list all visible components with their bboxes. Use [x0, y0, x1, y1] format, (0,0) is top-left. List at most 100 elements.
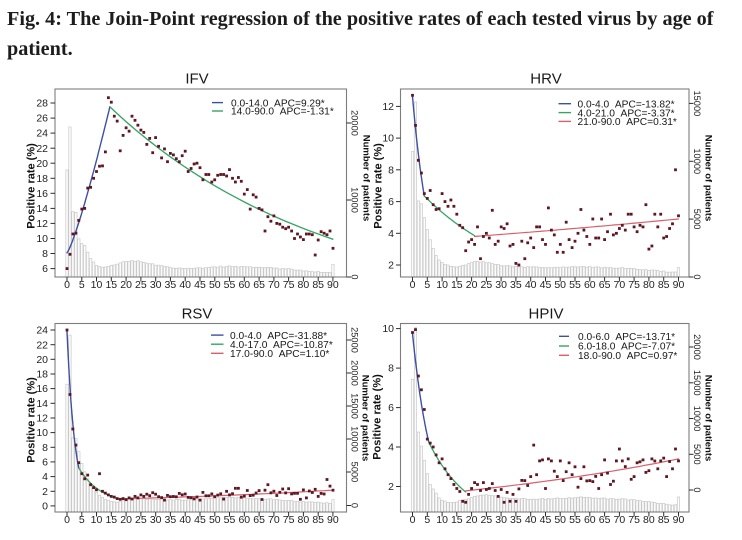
svg-text:30: 30 — [495, 514, 507, 526]
svg-text:6: 6 — [388, 402, 394, 414]
svg-text:0: 0 — [64, 279, 70, 291]
svg-text:15000: 15000 — [692, 90, 702, 116]
svg-text:60: 60 — [584, 514, 596, 526]
svg-text:30: 30 — [150, 279, 162, 291]
svg-text:Positive rate (%): Positive rate (%) — [372, 374, 384, 460]
svg-text:16: 16 — [36, 383, 48, 395]
svg-text:25: 25 — [481, 514, 493, 526]
svg-text:70: 70 — [614, 514, 626, 526]
svg-text:16: 16 — [36, 188, 48, 200]
svg-text:20: 20 — [120, 514, 132, 526]
svg-text:85: 85 — [312, 279, 324, 291]
svg-text:10000: 10000 — [350, 187, 360, 213]
svg-text:10000: 10000 — [692, 148, 702, 174]
svg-text:90: 90 — [327, 279, 339, 291]
svg-text:35: 35 — [165, 514, 177, 526]
svg-text:35: 35 — [510, 514, 522, 526]
svg-text:2: 2 — [388, 260, 394, 272]
svg-text:85: 85 — [658, 279, 670, 291]
svg-text:12: 12 — [382, 101, 394, 113]
svg-text:60: 60 — [584, 279, 596, 291]
svg-text:50: 50 — [554, 514, 566, 526]
svg-text:25: 25 — [135, 514, 147, 526]
svg-text:10: 10 — [36, 233, 48, 245]
svg-text:65: 65 — [253, 279, 265, 291]
svg-text:5: 5 — [79, 279, 85, 291]
svg-text:40: 40 — [525, 279, 537, 291]
svg-text:0: 0 — [42, 501, 48, 513]
svg-text:10: 10 — [382, 323, 394, 335]
svg-text:75: 75 — [283, 279, 295, 291]
svg-text:55: 55 — [224, 279, 236, 291]
svg-text:10: 10 — [36, 427, 48, 439]
svg-text:5: 5 — [424, 279, 430, 291]
svg-text:2: 2 — [42, 486, 48, 498]
svg-text:10: 10 — [91, 514, 103, 526]
svg-text:15: 15 — [451, 514, 463, 526]
svg-text:8: 8 — [42, 442, 48, 454]
svg-text:45: 45 — [194, 279, 206, 291]
svg-text:15000: 15000 — [350, 393, 360, 419]
svg-text:20: 20 — [466, 279, 478, 291]
svg-text:0: 0 — [350, 503, 360, 508]
svg-text:0.0-6.0 APC=-13.71*: 0.0-6.0 APC=-13.71* — [578, 332, 675, 343]
svg-text:0.0-4.0 APC=-31.88*: 0.0-4.0 APC=-31.88* — [230, 331, 327, 342]
svg-text:4.0-21.0 APC=-3.37*: 4.0-21.0 APC=-3.37* — [578, 108, 675, 119]
svg-text:4.0-17.0 APC=-10.87*: 4.0-17.0 APC=-10.87* — [230, 340, 333, 351]
svg-text:8: 8 — [42, 248, 48, 260]
svg-text:20000: 20000 — [692, 334, 702, 360]
svg-text:5: 5 — [79, 514, 85, 526]
svg-text:5000: 5000 — [692, 209, 702, 230]
svg-text:12: 12 — [36, 413, 48, 425]
svg-text:22: 22 — [36, 339, 48, 351]
svg-text:45: 45 — [194, 514, 206, 526]
svg-text:18: 18 — [36, 369, 48, 381]
svg-text:RSV: RSV — [182, 306, 213, 323]
svg-text:40: 40 — [179, 279, 191, 291]
svg-text:24: 24 — [36, 325, 48, 337]
svg-text:8: 8 — [388, 363, 394, 375]
svg-text:10000: 10000 — [692, 406, 702, 432]
svg-text:30: 30 — [495, 279, 507, 291]
svg-text:28: 28 — [36, 98, 48, 110]
svg-text:90: 90 — [327, 514, 339, 526]
svg-text:65: 65 — [599, 279, 611, 291]
svg-text:Positive rate (%): Positive rate (%) — [26, 377, 38, 463]
svg-text:10: 10 — [91, 279, 103, 291]
svg-text:40: 40 — [525, 514, 537, 526]
svg-text:80: 80 — [298, 514, 310, 526]
svg-text:15: 15 — [451, 279, 463, 291]
svg-text:HPIV: HPIV — [528, 306, 563, 323]
svg-text:85: 85 — [312, 514, 324, 526]
svg-text:65: 65 — [599, 514, 611, 526]
svg-text:8: 8 — [388, 164, 394, 176]
svg-text:55: 55 — [569, 514, 581, 526]
svg-text:35: 35 — [165, 279, 177, 291]
svg-text:18.0-90.0 APC=0.97*: 18.0-90.0 APC=0.97* — [578, 351, 677, 362]
svg-text:70: 70 — [268, 279, 280, 291]
svg-text:10000: 10000 — [350, 426, 360, 452]
svg-text:20: 20 — [36, 158, 48, 170]
svg-text:90: 90 — [673, 514, 685, 526]
svg-text:0.0-4.0 APC=-13.82*: 0.0-4.0 APC=-13.82* — [578, 99, 675, 110]
svg-text:18: 18 — [36, 173, 48, 185]
svg-text:45: 45 — [540, 279, 552, 291]
svg-text:50: 50 — [554, 279, 566, 291]
svg-text:Number of patients: Number of patients — [361, 135, 372, 222]
svg-text:Number of patients: Number of patients — [703, 135, 714, 222]
svg-text:15: 15 — [105, 514, 117, 526]
svg-text:IFV: IFV — [185, 71, 208, 88]
svg-text:15: 15 — [105, 279, 117, 291]
svg-text:80: 80 — [643, 514, 655, 526]
svg-text:45: 45 — [540, 514, 552, 526]
svg-text:55: 55 — [224, 514, 236, 526]
svg-text:75: 75 — [628, 279, 640, 291]
svg-text:80: 80 — [298, 279, 310, 291]
svg-text:30: 30 — [150, 514, 162, 526]
svg-text:6.0-18.0 APC=-7.07*: 6.0-18.0 APC=-7.07* — [578, 342, 675, 353]
svg-text:4: 4 — [388, 442, 394, 454]
svg-text:0: 0 — [350, 274, 360, 279]
svg-text:10: 10 — [382, 133, 394, 145]
svg-text:90: 90 — [673, 279, 685, 291]
svg-text:5000: 5000 — [350, 462, 360, 483]
